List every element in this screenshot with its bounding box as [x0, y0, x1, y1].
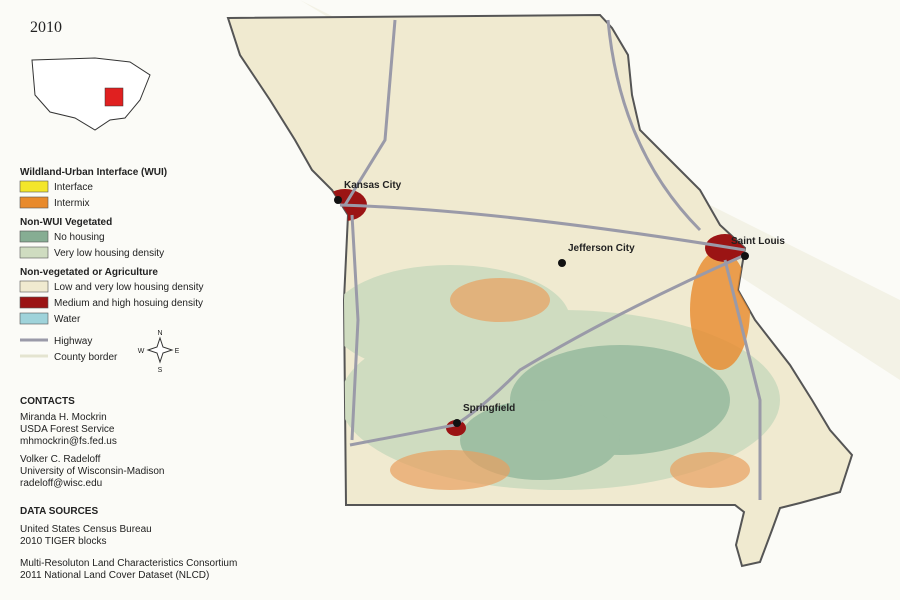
usa-outline	[31, 57, 151, 131]
legend-label: Highway	[54, 336, 92, 347]
highway	[339, 203, 746, 252]
legend: Wildland-Urban Interface (WUI) Interface I…	[19, 167, 204, 363]
city-label: Jefferson City	[568, 243, 635, 254]
legend-heading: Non-WUI Vegetated	[20, 217, 112, 228]
vegetation-area	[330, 265, 570, 375]
land-cover	[323, 189, 780, 490]
compass-rose	[146, 336, 174, 364]
contact-line: University of Wisconsin-Madison	[20, 466, 165, 477]
intermix-area	[670, 452, 750, 488]
legend-label: No housing	[54, 232, 105, 243]
highway	[349, 253, 746, 447]
locator-map	[31, 57, 151, 131]
legend-label: Low and very low housing density	[54, 282, 204, 293]
city-dot	[558, 259, 566, 267]
contact-line: radeloff@wisc.edu	[20, 478, 102, 489]
contact-line: Miranda H. Mockrin	[20, 412, 107, 423]
contact-line: Volker C. Radeloff	[20, 454, 101, 465]
legend-label: County border	[54, 352, 118, 363]
highways	[339, 19, 762, 500]
intermix-area	[450, 278, 550, 322]
compass-letter: W	[138, 348, 145, 355]
source-line: 2010 TIGER blocks	[20, 536, 107, 547]
missouri-highlight	[104, 87, 124, 107]
legend-swatch	[19, 230, 49, 243]
city-dot	[741, 252, 749, 260]
legend-swatch	[19, 246, 49, 259]
legend-label: Intermix	[54, 198, 90, 209]
city-dot	[334, 196, 342, 204]
compass-letter: N	[157, 330, 162, 337]
legend-swatch	[19, 280, 49, 293]
legend-heading: Wildland-Urban Interface (WUI)	[20, 167, 167, 178]
legend-swatch	[19, 296, 49, 309]
contact-line: USDA Forest Service	[20, 424, 115, 435]
sources-heading: DATA SOURCES	[20, 506, 98, 517]
contacts-heading: CONTACTS	[20, 396, 75, 407]
contact-line: mhmockrin@fs.fed.us	[20, 436, 117, 447]
legend-label: Medium and high hosuing density	[54, 298, 203, 309]
city-label: Springfield	[463, 403, 515, 414]
legend-swatch	[19, 312, 49, 325]
cities: Kansas City Jefferson City Saint Louis Spri…	[334, 180, 785, 427]
source-line: United States Census Bureau	[20, 524, 152, 535]
compass: N E S W	[138, 330, 180, 374]
legend-label: Interface	[54, 182, 93, 193]
city-label: Kansas City	[344, 180, 402, 191]
city-dot	[453, 419, 461, 427]
city-label: Saint Louis	[731, 236, 785, 247]
intermix-area	[390, 450, 510, 490]
map-subtitle: 2010	[30, 19, 62, 36]
source-line: 2011 National Land Cover Dataset (NLCD)	[20, 570, 209, 581]
legend-swatch	[19, 196, 49, 209]
legend-label: Very low housing density	[54, 248, 164, 259]
highway	[343, 19, 397, 206]
legend-heading: Non-vegetated or Agriculture	[20, 267, 158, 278]
highway	[606, 19, 702, 232]
highway	[350, 214, 360, 441]
compass-letter: S	[158, 367, 163, 374]
compass-letter: E	[175, 348, 180, 355]
source-line: Multi-Resoluton Land Characteristics Con…	[20, 558, 237, 569]
highway	[723, 259, 762, 500]
legend-label: Water	[54, 314, 81, 325]
intermix-area	[690, 250, 750, 370]
map-title: Missouri	[20, 0, 176, 8]
legend-swatch	[19, 180, 49, 193]
urban-area	[446, 420, 466, 436]
